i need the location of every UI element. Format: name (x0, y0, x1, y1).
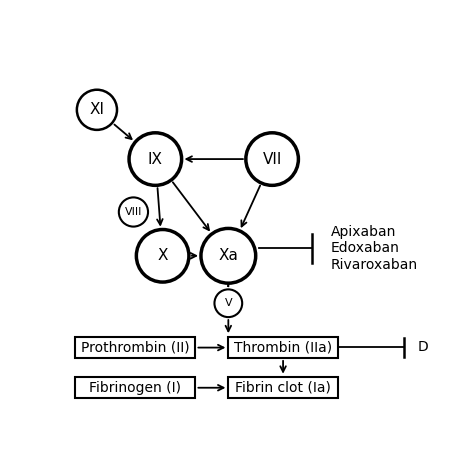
FancyBboxPatch shape (228, 377, 338, 398)
Text: V: V (225, 298, 232, 308)
Text: Xa: Xa (219, 248, 238, 263)
Text: Fibrin clot (Ia): Fibrin clot (Ia) (235, 381, 331, 395)
Text: Apixaban
Edoxaban
Rivaroxaban: Apixaban Edoxaban Rivaroxaban (330, 225, 418, 272)
FancyBboxPatch shape (75, 337, 195, 358)
FancyBboxPatch shape (228, 337, 338, 358)
Circle shape (201, 228, 255, 283)
Circle shape (246, 133, 299, 185)
Text: XI: XI (90, 102, 104, 117)
Text: X: X (157, 248, 168, 263)
Text: Prothrombin (II): Prothrombin (II) (81, 341, 190, 355)
Text: VII: VII (263, 152, 282, 166)
Text: VIII: VIII (125, 207, 142, 217)
Circle shape (119, 197, 148, 227)
Text: IX: IX (148, 152, 163, 166)
Text: Fibrinogen (I): Fibrinogen (I) (89, 381, 181, 395)
FancyBboxPatch shape (75, 377, 195, 398)
Text: Thrombin (IIa): Thrombin (IIa) (234, 341, 332, 355)
Circle shape (129, 133, 182, 185)
Circle shape (77, 90, 117, 130)
Circle shape (137, 229, 189, 282)
Circle shape (214, 289, 242, 317)
Text: D: D (418, 340, 429, 355)
